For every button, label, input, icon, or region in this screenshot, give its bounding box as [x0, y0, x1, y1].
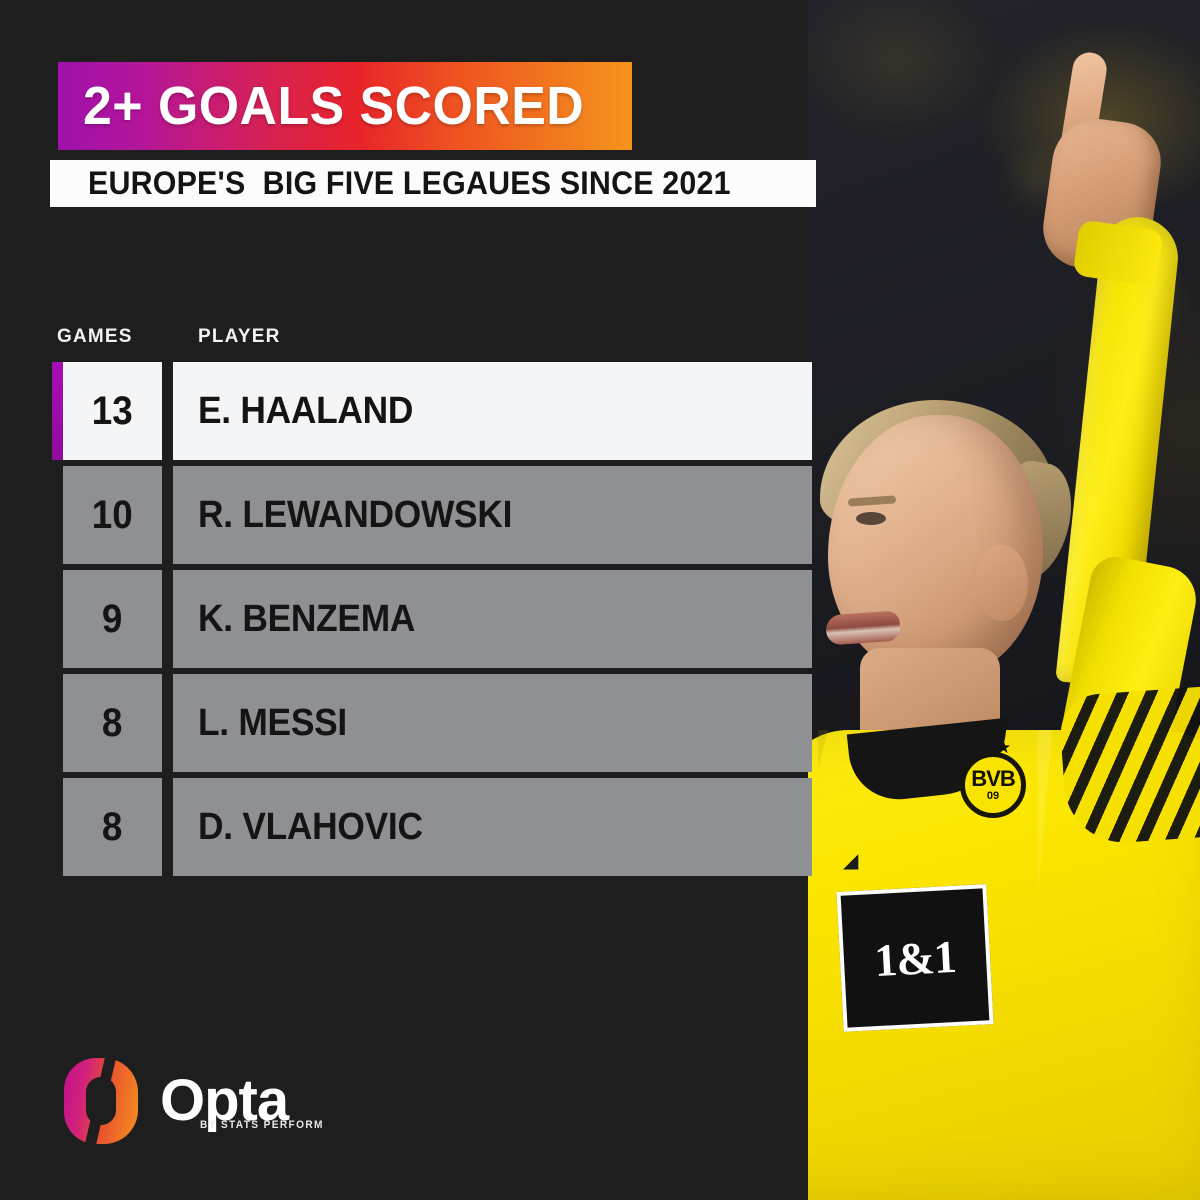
column-header-player: PLAYER: [198, 326, 281, 347]
table-row: 13 E. HAALAND: [52, 362, 812, 460]
page-title: 2+ GOALS SCORED: [83, 76, 585, 136]
games-value: 10: [92, 492, 133, 537]
row-accent-bar: [52, 466, 63, 564]
table-row: 8 D. VLAHOVIC: [52, 778, 812, 876]
player-photo: ★ BVB 09 ◢ 1&1: [808, 0, 1200, 1200]
sponsor-logo: 1&1: [836, 884, 994, 1032]
games-value: 8: [102, 804, 123, 849]
opta-logo: Opta BY STATS PERFORM: [64, 1052, 322, 1150]
cell-player: R. LEWANDOWSKI: [173, 466, 812, 564]
puma-logo-icon: ◢: [843, 850, 859, 872]
cell-player: L. MESSI: [173, 674, 812, 772]
player-name: E. HAALAND: [198, 389, 414, 432]
cell-player: E. HAALAND: [173, 362, 812, 460]
opta-byline: BY STATS PERFORM: [200, 1119, 324, 1132]
cell-games: 8: [63, 778, 162, 876]
player-name: D. VLAHOVIC: [198, 805, 423, 848]
bvb-crest-icon: BVB 09: [960, 752, 1026, 818]
cell-games: 13: [63, 362, 162, 460]
games-value: 13: [92, 388, 133, 433]
cell-games: 10: [63, 466, 162, 564]
opta-text: Opta: [160, 1068, 289, 1134]
table-header-row: GAMES PLAYER: [52, 326, 812, 356]
player-name: K. BENZEMA: [198, 597, 416, 640]
table-row: 9 K. BENZEMA: [52, 570, 812, 668]
page-subtitle: EUROPE'S BIG FIVE LEGAUES SINCE 2021: [88, 165, 731, 201]
row-accent-bar: [52, 570, 63, 668]
infographic-content: 2+ GOALS SCORED EUROPE'S BIG FIVE LEGAUE…: [50, 62, 816, 1150]
opta-wordmark: Opta BY STATS PERFORM: [160, 1068, 322, 1134]
mouth: [825, 610, 901, 646]
row-accent-bar: [52, 778, 63, 876]
player-name: R. LEWANDOWSKI: [198, 493, 513, 536]
ear: [976, 545, 1028, 621]
title-banner: 2+ GOALS SCORED: [58, 62, 632, 150]
cell-player: K. BENZEMA: [173, 570, 812, 668]
subtitle-banner: EUROPE'S BIG FIVE LEGAUES SINCE 2021: [50, 160, 816, 207]
sleeve-cuff: [1072, 219, 1164, 287]
column-header-games: GAMES: [57, 326, 133, 347]
player-name: L. MESSI: [198, 701, 347, 744]
games-value: 9: [102, 596, 123, 641]
opta-hole: [86, 1077, 116, 1125]
jersey-shoulder-stripes: [1057, 683, 1200, 847]
eye: [856, 512, 886, 525]
opta-mark-icon: [64, 1052, 138, 1150]
row-accent-bar: [52, 674, 63, 772]
cell-games: 8: [63, 674, 162, 772]
ranking-table: GAMES PLAYER 13 E. HAALAND 10 R. LEWANDO…: [52, 326, 812, 876]
crest-year: 09: [986, 790, 1000, 802]
cell-games: 9: [63, 570, 162, 668]
cell-player: D. VLAHOVIC: [173, 778, 812, 876]
crest-text: BVB: [971, 766, 1015, 791]
games-value: 8: [102, 700, 123, 745]
table-row: 8 L. MESSI: [52, 674, 812, 772]
sponsor-text: 1&1: [873, 930, 957, 986]
leader-accent-bar: [52, 362, 63, 460]
table-row: 10 R. LEWANDOWSKI: [52, 466, 812, 564]
